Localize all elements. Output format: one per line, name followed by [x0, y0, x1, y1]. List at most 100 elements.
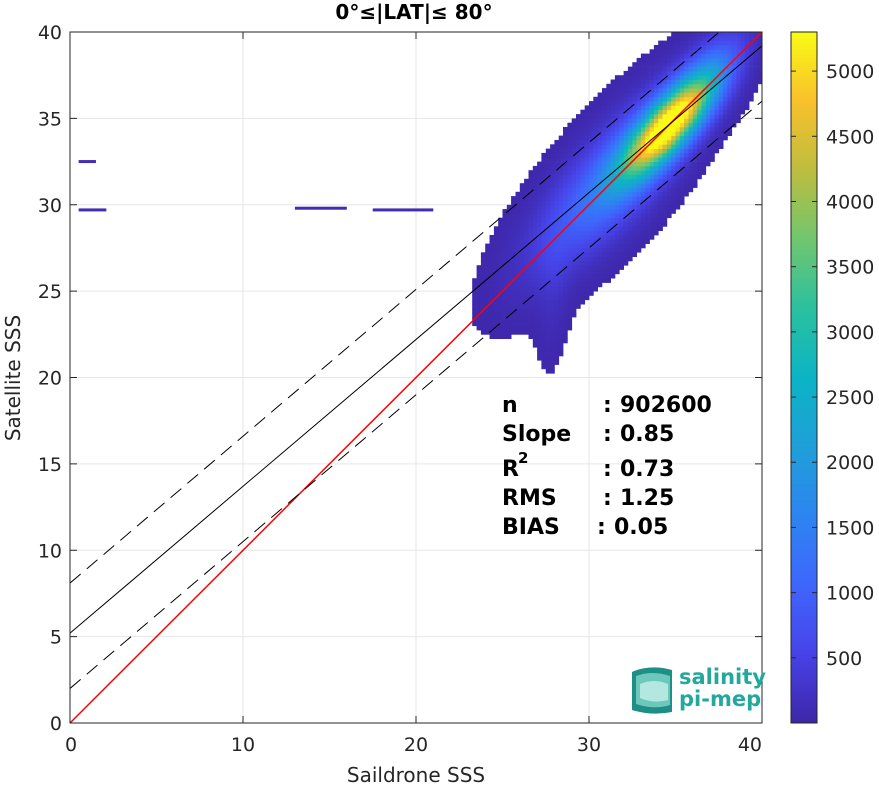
density-cell [567, 260, 573, 266]
density-cell [480, 304, 486, 309]
density-cell [524, 304, 529, 309]
density-cell [714, 135, 720, 141]
density-cell [558, 317, 564, 322]
density-cell [558, 165, 564, 171]
density-cell [666, 200, 672, 206]
density-cell [584, 122, 590, 128]
density-cell [506, 235, 512, 240]
density-cell [723, 135, 728, 141]
density-cell [550, 243, 555, 249]
density-cell [614, 101, 620, 106]
density-cell [627, 196, 633, 201]
density-cell [571, 299, 577, 305]
density-cell [645, 157, 650, 162]
density-cell [563, 243, 568, 249]
density-cell [584, 161, 590, 167]
density-cell [511, 235, 516, 240]
density-cell [545, 170, 551, 175]
stat-r2-colon: : [603, 457, 612, 482]
density-cell [658, 62, 663, 67]
density-cell [662, 161, 668, 167]
colorbar-tick-label: 4500 [826, 126, 874, 148]
density-cell [697, 32, 702, 37]
density-cell [614, 96, 620, 102]
density-cell [675, 53, 681, 59]
density-cell [476, 282, 482, 288]
density-cell [602, 178, 607, 184]
density-cell [524, 247, 529, 253]
density-cell [519, 247, 525, 253]
density-cell [571, 239, 577, 244]
density-cell [640, 83, 646, 89]
density-cell [632, 226, 637, 231]
density-cell [493, 243, 499, 249]
density-cell [645, 226, 650, 231]
density-cell [627, 243, 633, 249]
density-cell [645, 57, 650, 63]
density-cell [532, 342, 538, 348]
density-cell [554, 312, 560, 318]
density-cell [480, 317, 486, 322]
density-cell [602, 170, 607, 175]
density-cell [558, 351, 564, 357]
density-cell [671, 62, 676, 67]
density-cell [602, 109, 607, 115]
density-cell [584, 269, 590, 275]
density-cell [528, 291, 534, 296]
density-cell [675, 109, 681, 115]
density-cell [589, 239, 594, 244]
density-cell [684, 45, 689, 50]
density-cell [710, 127, 715, 132]
density-cell [515, 278, 521, 283]
density-cell [692, 66, 698, 72]
density-cell [515, 226, 521, 231]
density-cell [515, 209, 521, 214]
density-cell [679, 174, 685, 180]
density-cell [550, 325, 555, 331]
density-cell [558, 256, 564, 262]
density-cell [636, 183, 642, 188]
density-cell [597, 92, 603, 98]
density-cell [541, 217, 547, 223]
density-cell [593, 157, 598, 162]
density-cell [692, 70, 698, 76]
density-cell [645, 222, 650, 227]
density-cell [697, 101, 702, 106]
density-cell [597, 101, 603, 106]
density-cell [502, 252, 508, 257]
density-cell [480, 282, 486, 288]
density-cell [662, 222, 668, 227]
density-cell [602, 131, 607, 136]
density-cell [541, 152, 547, 158]
density-cell [718, 101, 724, 106]
density-cell [502, 209, 508, 214]
density-cell [485, 260, 490, 266]
density-cell [602, 252, 607, 257]
density-cell [528, 196, 534, 201]
density-cell [697, 157, 702, 162]
density-cell [602, 148, 607, 154]
density-cell [610, 101, 616, 106]
density-cell [749, 88, 754, 93]
density-cell [688, 109, 694, 115]
density-cell [545, 368, 551, 374]
density-cell [632, 96, 637, 102]
density-cell [671, 75, 676, 80]
density-cell [679, 161, 685, 167]
density-cell [619, 127, 624, 132]
density-cell [653, 101, 659, 106]
density-cell [528, 325, 534, 331]
density-cell [636, 140, 642, 145]
density-cell [571, 252, 577, 257]
density-cell [757, 66, 762, 72]
density-cell [593, 174, 598, 180]
density-cell [636, 122, 642, 128]
density-cell [671, 83, 676, 89]
density-cell [567, 282, 573, 288]
density-cell [662, 174, 668, 180]
density-cell [627, 222, 633, 227]
density-cell [519, 235, 525, 240]
density-cell [623, 144, 629, 149]
density-cell [666, 187, 672, 193]
density-cell [537, 286, 542, 292]
